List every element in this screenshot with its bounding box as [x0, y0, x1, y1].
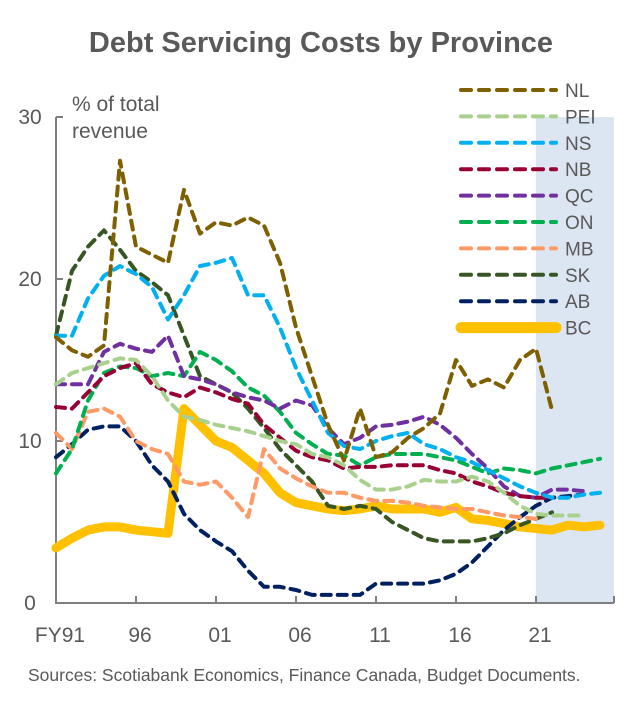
x-tick-label: 96: [128, 624, 151, 647]
x-tick-label: 01: [208, 624, 231, 647]
axes: [55, 116, 615, 604]
legend-label-nb: NB: [565, 160, 591, 181]
series-line-pei: [54, 356, 586, 518]
y-tick-label: 0: [24, 592, 36, 615]
legend-label-ns: NS: [565, 134, 591, 155]
x-tick-label: 11: [369, 624, 391, 647]
y-unit-label-line2: revenue: [72, 120, 148, 143]
legend-label-ab: AB: [565, 292, 590, 313]
series-lines: [51, 158, 605, 597]
legend-label-qc: QC: [565, 187, 594, 208]
legend: NL PEI NS NB QC ON MB SK AB BC: [455, 81, 596, 340]
series-line-nl: [54, 158, 554, 463]
x-tick-label: 21: [528, 624, 551, 647]
x-tick-label: FY91: [35, 624, 85, 647]
legend-label-bc: BC: [565, 319, 591, 340]
legend-label-mb: MB: [565, 239, 594, 260]
series-line-nb: [54, 361, 554, 500]
y-tick-label: 30: [18, 106, 41, 129]
legend-label-sk: SK: [565, 266, 591, 287]
y-unit-label-line1: % of total: [72, 93, 160, 116]
y-tick-label: 20: [18, 268, 41, 291]
x-tick-label: 16: [448, 624, 471, 647]
legend-label-nl: NL: [565, 81, 589, 102]
tick-labels: 0 10 20 30 FY91 96 01 06 11 16 21: [18, 106, 551, 647]
chart-title: Debt Servicing Costs by Province: [89, 27, 553, 59]
source-note: Sources: Scotiabank Economics, Finance C…: [28, 665, 581, 685]
series-line-sk: [54, 228, 554, 544]
x-tick-label: 06: [288, 624, 311, 647]
legend-label-on: ON: [565, 213, 594, 234]
legend-label-pei: PEI: [565, 107, 596, 128]
series-line-ab: [54, 424, 586, 597]
y-tick-label: 10: [18, 430, 41, 453]
